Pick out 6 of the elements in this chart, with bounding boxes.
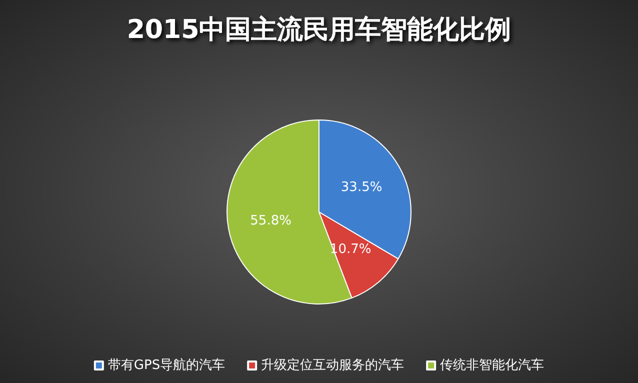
legend-label: 带有GPS导航的汽车 (108, 358, 226, 373)
chart-title: 2015中国主流民用车智能化比例 (126, 15, 512, 45)
data-label: 55.8% (250, 213, 292, 228)
data-label: 33.5% (340, 180, 382, 196)
legend-label: 升级定位互动服务的汽车 (261, 358, 404, 373)
legend-label: 传统非智能化汽车 (440, 358, 544, 373)
